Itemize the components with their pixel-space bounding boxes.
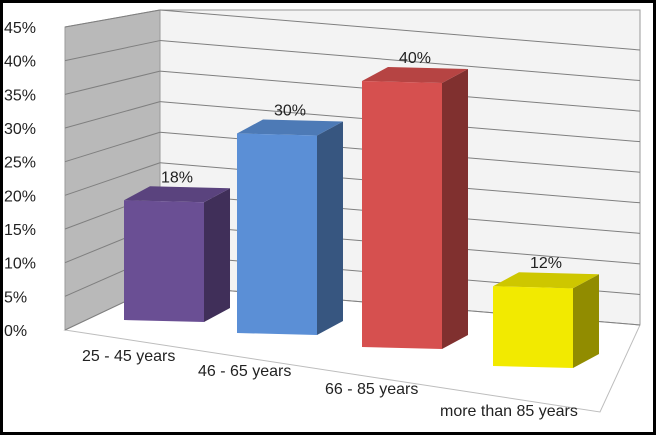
- data-label: 40%: [399, 50, 431, 67]
- x-category-label: more than 85 years: [440, 403, 578, 420]
- gridline-side: [64, 131, 161, 163]
- bar-top: [362, 67, 468, 83]
- bar-side: [442, 69, 468, 349]
- x-category-label: 66 - 85 years: [325, 381, 418, 398]
- data-labels: 18% 30% 40% 12%: [161, 50, 562, 272]
- gridline-side: [64, 9, 161, 28]
- gridline-back: [159, 9, 641, 51]
- y-tick-label: 25%: [4, 155, 36, 172]
- gridline-side: [64, 40, 161, 62]
- bar: [493, 286, 573, 368]
- data-label: 30%: [274, 103, 306, 120]
- bar-top: [124, 186, 230, 203]
- bars: [124, 67, 599, 368]
- bar: [124, 200, 204, 322]
- y-tick-label: 20%: [4, 188, 36, 205]
- bar-side: [204, 188, 230, 322]
- bar-top: [237, 119, 343, 136]
- x-axis-category-labels: 25 - 45 years 46 - 65 years 66 - 85 years m…: [82, 348, 578, 420]
- bar-top: [493, 272, 599, 289]
- y-tick-label: 0%: [4, 323, 27, 340]
- y-tick-label: 30%: [4, 121, 36, 138]
- x-category-label: 46 - 65 years: [198, 363, 291, 380]
- gridline-side: [64, 70, 161, 95]
- y-tick-label: 5%: [4, 289, 27, 306]
- y-tick-label: 10%: [4, 256, 36, 273]
- x-category-label: 25 - 45 years: [82, 348, 175, 365]
- y-tick-label: 45%: [4, 20, 36, 37]
- gridline-side: [64, 101, 161, 129]
- bar: [237, 133, 317, 335]
- gridline-back: [159, 40, 641, 82]
- data-label: 18%: [161, 169, 193, 186]
- data-label: 12%: [530, 255, 562, 272]
- y-tick-label: 15%: [4, 222, 36, 239]
- bar-side: [317, 121, 343, 335]
- gridline-side: [64, 162, 161, 196]
- y-tick-label: 40%: [4, 54, 36, 71]
- y-tick-label: 35%: [4, 87, 36, 104]
- y-axis-tick-labels: 0% 5% 10% 15% 20% 25% 30% 35% 40% 45%: [4, 20, 36, 340]
- bar: [362, 81, 442, 349]
- bar-side: [573, 274, 599, 368]
